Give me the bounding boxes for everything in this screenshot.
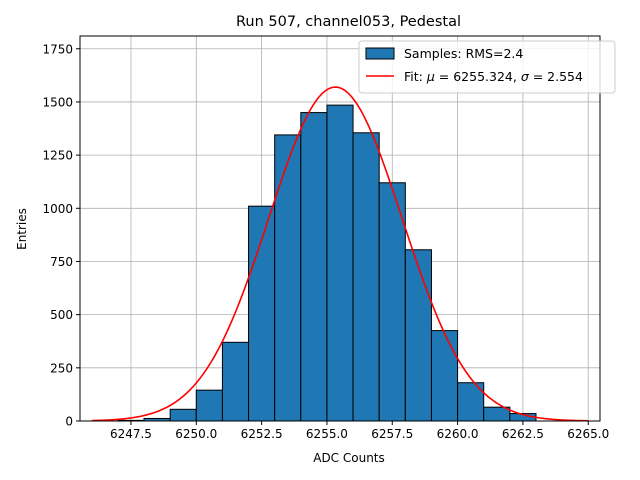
y-tick-label: 1500 [42,95,73,109]
y-tick-label: 500 [50,308,73,322]
chart-title: Run 507, channel053, Pedestal [236,14,461,30]
y-tick-label: 1750 [42,42,73,56]
legend-bars-label: Samples: RMS=2.4 [404,46,523,61]
histogram-bar [169,408,197,422]
histogram-bar [352,132,380,422]
legend-fit-prefix: Fit: [404,69,427,84]
y-axis-title: Entries [15,208,29,250]
legend-frame [358,40,616,94]
y-axis-ticks: 0 250 500 750 1000 1250 1500 1750 [42,42,80,429]
x-tick-label: 6250.0 [175,427,217,441]
histogram-bar [483,406,511,422]
x-tick-label: 6262.5 [502,427,544,441]
legend-fit-label: Fit: μ = 6255.324, σ = 2.554 [404,69,583,84]
x-tick-label: 6252.5 [241,427,283,441]
y-tick-label: 0 [65,415,73,429]
x-tick-label: 6255.0 [306,427,348,441]
x-axis-ticks: 6247.5 6250.0 6252.5 6255.0 6257.5 6260.0 6262… [110,421,609,441]
histogram-bar [274,134,302,422]
legend-fit-mu-symbol: μ [426,69,435,84]
histogram-bar [326,104,354,422]
legend-fit-sigma-symbol: σ [521,69,530,84]
x-tick-label: 6247.5 [110,427,152,441]
legend-bar-swatch [365,47,395,60]
plot-frame [79,35,601,422]
fit-curve [91,86,589,422]
y-tick-label: 1250 [42,149,73,163]
x-axis-title: ADC Counts [313,451,385,465]
histogram-bar [404,249,432,422]
histogram-bar [378,182,406,422]
y-tick-label: 250 [50,361,73,375]
legend: Samples: RMS=2.4 Fit: μ = 6255.324, σ = … [358,40,616,94]
histogram-bar [221,341,250,422]
x-tick-label: 6260.0 [437,427,479,441]
y-tick-label: 750 [50,255,73,269]
histogram-bar [300,112,328,422]
histogram-bars [117,104,537,422]
legend-fit-sigma-value: = 2.554 [529,69,583,84]
histogram-bar [195,389,223,422]
histogram-bar [430,330,459,422]
y-tick-label: 1000 [42,202,73,216]
legend-fit-mu-value: = 6255.324, [435,69,521,84]
x-tick-label: 6257.5 [371,427,413,441]
x-tick-label: 6265.0 [567,427,609,441]
